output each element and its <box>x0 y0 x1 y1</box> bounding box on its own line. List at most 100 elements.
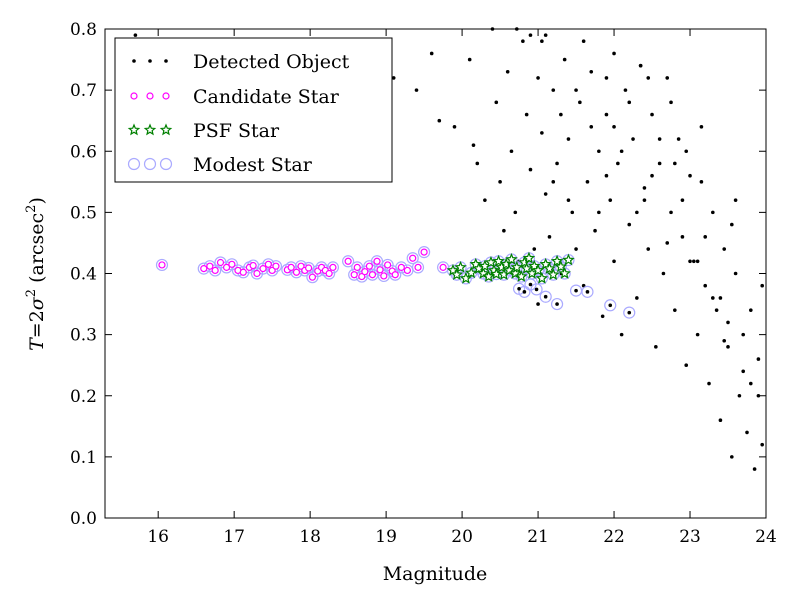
detected-object-point <box>722 338 727 343</box>
x-tick-label: 23 <box>679 527 701 547</box>
y-tick-label: 0.4 <box>70 265 97 285</box>
detected-object-point <box>627 310 632 315</box>
y-tick-label: 0.7 <box>70 81 97 101</box>
detected-object-point <box>604 76 609 80</box>
detected-object-point <box>559 112 563 117</box>
psf-star-point <box>531 263 545 276</box>
detected-object-point <box>760 283 765 288</box>
candidate-star-point <box>158 261 166 269</box>
detected-object-point <box>578 100 582 105</box>
detected-object-point <box>665 241 670 245</box>
detected-object-point <box>680 198 685 202</box>
detected-object-point <box>711 210 715 215</box>
candidate-star-point <box>239 268 247 276</box>
y-tick-label: 0.6 <box>70 142 97 162</box>
candidate-star-point <box>380 272 388 280</box>
detected-object-point <box>597 149 601 154</box>
legend-item-modest: Modest Star <box>127 154 313 176</box>
detected-object-point <box>699 125 704 129</box>
legend: Detected Object Candidate Star PSF Star Mod… <box>114 37 393 183</box>
candidate-star-point <box>403 266 411 275</box>
modest-star-point <box>530 283 543 296</box>
psf-star-point <box>554 260 568 273</box>
candidate-star-point <box>200 265 208 273</box>
detected-object-point <box>619 149 624 154</box>
detected-object-point <box>517 286 521 291</box>
detected-object-point <box>522 290 527 294</box>
candidate-star-point <box>272 262 280 270</box>
detected-object-point <box>570 210 575 215</box>
candidate-star-point <box>344 257 352 265</box>
detected-object-point <box>540 39 544 44</box>
legend-item-psf: PSF Star <box>127 120 280 142</box>
y-tick-label: 0.2 <box>70 387 97 407</box>
detected-object-point <box>650 173 654 178</box>
psf-star-point <box>558 266 571 279</box>
candidate-star-point <box>211 266 219 275</box>
candidate-star-point <box>391 271 399 279</box>
detected-object-point <box>429 51 434 56</box>
detected-object-point <box>534 287 539 292</box>
candidate-star-point <box>420 248 428 256</box>
psf-star-point <box>464 266 478 279</box>
y-tick-label: 0.3 <box>70 326 97 346</box>
detected-object-point <box>612 259 616 264</box>
detected-object-point <box>688 259 692 264</box>
psf-star-point <box>543 262 556 274</box>
detected-object-point <box>551 180 556 184</box>
detected-object-point <box>635 210 639 215</box>
detected-object-point <box>673 161 677 166</box>
detected-object-point <box>749 381 753 386</box>
psf-star-point <box>510 260 524 273</box>
detected-object-point <box>585 180 590 184</box>
modest-star-point <box>539 290 552 303</box>
detected-marker-icon <box>148 59 152 63</box>
x-tick-label: 18 <box>299 527 321 547</box>
detected-object-point <box>616 161 620 166</box>
detected-object-point <box>703 283 708 288</box>
detected-object-point <box>133 33 138 37</box>
detected-object-point <box>528 33 533 37</box>
detected-object-point <box>707 381 711 386</box>
candidate-marker-icon <box>146 92 154 100</box>
x-axis-label: Magnitude <box>383 563 488 585</box>
detected-object-point <box>600 314 605 319</box>
detected-object-point <box>498 180 502 184</box>
detected-object-point <box>688 173 692 178</box>
detected-object-point <box>661 271 666 276</box>
candidate-star-point <box>268 266 276 275</box>
axis-ticks: 16 17 18 19 20 21 22 23 24 0.0 0.1 0.2 0.3 0.4 0.5 0.6 0… <box>70 20 777 547</box>
detected-object-point <box>654 345 658 349</box>
candidate-star-point <box>373 257 381 265</box>
y-tick-label: 0.1 <box>70 448 97 468</box>
detected-object-point <box>467 57 472 62</box>
detected-object-point <box>528 167 533 172</box>
legend-box <box>114 37 393 183</box>
modest-marker-icon <box>127 157 141 171</box>
detected-object-point <box>623 88 628 92</box>
detected-object-point <box>730 455 734 459</box>
psf-star-point <box>482 269 495 282</box>
modest-star-point <box>604 299 617 312</box>
detected-object-point <box>733 198 738 202</box>
detected-object-point <box>714 308 719 312</box>
psf-star-point <box>550 254 564 267</box>
detected-object-point <box>722 247 727 251</box>
detected-marker-icon <box>132 59 136 63</box>
detected-object-point <box>551 88 556 92</box>
x-tick-label: 17 <box>223 527 245 547</box>
detected-object-point <box>631 137 635 141</box>
candidate-star-point <box>305 264 313 272</box>
detected-object-point <box>745 430 749 435</box>
detected-object-point <box>532 247 537 251</box>
detected-object-point <box>574 88 578 92</box>
modest-star-point <box>342 255 355 268</box>
psf-marker-icon <box>143 123 157 136</box>
detected-object-point <box>669 210 673 215</box>
detected-object-point <box>733 271 738 276</box>
psf-star-point <box>450 268 464 281</box>
detected-object-point <box>391 76 396 80</box>
candidate-star-point <box>376 266 384 274</box>
detected-object-point <box>684 363 689 367</box>
candidate-star-point <box>264 260 272 268</box>
